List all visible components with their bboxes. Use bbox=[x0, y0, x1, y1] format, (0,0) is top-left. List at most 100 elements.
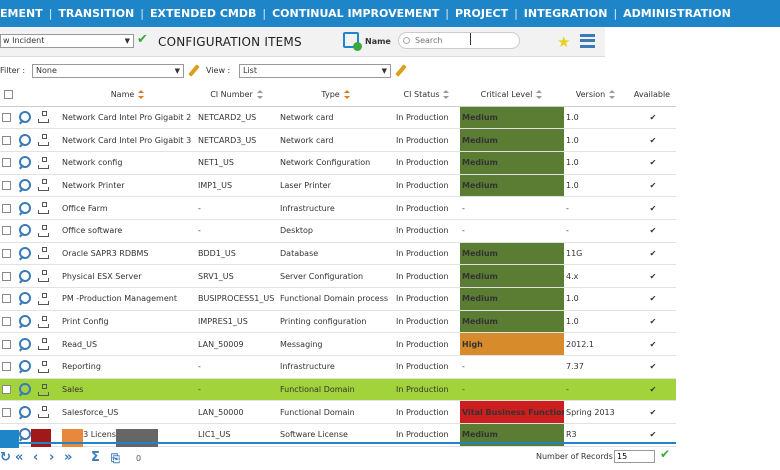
tree-cell[interactable] bbox=[36, 128, 60, 152]
select-all-header[interactable] bbox=[0, 84, 16, 107]
sort-icon[interactable] bbox=[343, 90, 351, 100]
row-checkbox[interactable] bbox=[2, 135, 11, 145]
row-checkbox[interactable] bbox=[2, 180, 11, 190]
row-checkbox-cell[interactable] bbox=[0, 174, 16, 198]
sort-icon[interactable] bbox=[443, 90, 450, 100]
add-ci-icon[interactable] bbox=[343, 32, 362, 51]
column-header-name[interactable]: Name bbox=[60, 84, 196, 107]
tree-cell[interactable] bbox=[36, 151, 60, 175]
star-icon[interactable]: ★ bbox=[557, 33, 571, 51]
edit-filter-pencil-icon[interactable] bbox=[188, 64, 200, 77]
hierarchy-icon[interactable] bbox=[38, 338, 49, 351]
view-cell[interactable] bbox=[16, 310, 36, 334]
row-checkbox[interactable] bbox=[2, 294, 11, 304]
sort-icon[interactable] bbox=[609, 90, 616, 100]
magnifier-icon[interactable] bbox=[18, 133, 31, 147]
hierarchy-icon[interactable] bbox=[38, 202, 49, 215]
hierarchy-icon[interactable] bbox=[38, 179, 49, 192]
hierarchy-icon[interactable] bbox=[38, 111, 49, 124]
view-cell[interactable] bbox=[16, 287, 36, 311]
table-row[interactable]: Salesforce_US LAN_50000 Functional Domain I… bbox=[0, 400, 676, 425]
table-row[interactable]: Sales - Functional Domain In Production - - ✔ bbox=[0, 378, 676, 402]
sort-icon[interactable] bbox=[138, 90, 145, 100]
sort-icon[interactable] bbox=[256, 90, 264, 100]
row-checkbox[interactable] bbox=[2, 203, 11, 213]
last-page-icon[interactable]: » bbox=[64, 450, 73, 465]
row-checkbox-cell[interactable] bbox=[0, 128, 16, 152]
nav-item-extended-cmdb[interactable]: EXTENDED CMDB bbox=[150, 7, 257, 20]
row-checkbox-cell[interactable] bbox=[0, 378, 16, 402]
table-row[interactable]: Network config NET1_US Network Configurati… bbox=[0, 151, 676, 175]
row-checkbox-cell[interactable] bbox=[0, 310, 16, 334]
hierarchy-icon[interactable] bbox=[38, 360, 49, 373]
first-page-icon[interactable]: « bbox=[15, 450, 24, 465]
hierarchy-icon[interactable] bbox=[38, 406, 49, 419]
records-input[interactable] bbox=[614, 450, 655, 463]
table-row[interactable]: SAPR3 License LIC1_US Software License In P… bbox=[0, 423, 676, 447]
row-checkbox-cell[interactable] bbox=[0, 106, 16, 130]
tree-cell[interactable] bbox=[36, 174, 60, 198]
view-cell[interactable] bbox=[16, 332, 36, 357]
hierarchy-icon[interactable] bbox=[38, 134, 49, 147]
row-checkbox-cell[interactable] bbox=[0, 400, 16, 425]
tree-cell[interactable] bbox=[36, 287, 60, 311]
column-header-ci-status[interactable]: CI Status bbox=[394, 84, 460, 107]
magnifier-icon[interactable] bbox=[18, 360, 31, 373]
view-cell[interactable] bbox=[16, 242, 36, 266]
view-cell[interactable] bbox=[16, 128, 36, 152]
view-cell[interactable] bbox=[16, 106, 36, 130]
nav-item-integration[interactable]: INTEGRATION bbox=[523, 7, 608, 20]
table-row[interactable]: Reporting - Infrastructure In Production -7.… bbox=[0, 355, 676, 379]
row-checkbox-cell[interactable] bbox=[0, 151, 16, 175]
view-cell[interactable] bbox=[16, 378, 36, 402]
row-checkbox-cell[interactable] bbox=[0, 332, 16, 357]
column-header-critical-level[interactable]: Critical Level bbox=[460, 84, 564, 107]
view-cell[interactable] bbox=[16, 196, 36, 220]
column-header-version[interactable]: Version bbox=[564, 84, 628, 107]
magnifier-icon[interactable] bbox=[18, 201, 31, 215]
row-checkbox-cell[interactable] bbox=[0, 287, 16, 311]
column-header-ci-number[interactable]: CI Number bbox=[196, 84, 278, 107]
row-checkbox-cell[interactable] bbox=[0, 219, 16, 243]
tree-cell[interactable] bbox=[36, 264, 60, 288]
magnifier-icon[interactable] bbox=[18, 405, 31, 419]
table-row[interactable]: Office Farm - Infrastructure In Production -… bbox=[0, 196, 676, 220]
nav-item-transition[interactable]: TRANSITION bbox=[58, 7, 135, 20]
row-checkbox[interactable] bbox=[2, 362, 11, 372]
hierarchy-icon[interactable] bbox=[38, 315, 49, 328]
table-row[interactable]: Network Printer IMP1_US Laser Printer In Pr… bbox=[0, 174, 676, 198]
magnifier-icon[interactable] bbox=[18, 156, 31, 169]
row-checkbox-cell[interactable] bbox=[0, 264, 16, 288]
search-input[interactable] bbox=[398, 32, 520, 49]
select-all-checkbox[interactable] bbox=[3, 90, 13, 100]
nav-item-administration[interactable]: ADMINISTRATION bbox=[623, 7, 731, 20]
tree-cell[interactable] bbox=[36, 106, 60, 130]
row-checkbox[interactable] bbox=[2, 385, 11, 395]
magnifier-icon[interactable] bbox=[18, 269, 31, 283]
filter-select[interactable]: None ▼ bbox=[32, 64, 184, 78]
magnifier-icon[interactable] bbox=[18, 428, 31, 441]
row-checkbox-cell[interactable] bbox=[0, 196, 16, 220]
magnifier-icon[interactable] bbox=[18, 224, 31, 237]
incident-select[interactable]: w Incident ▼ bbox=[0, 34, 134, 48]
row-checkbox[interactable] bbox=[2, 112, 11, 122]
row-checkbox[interactable] bbox=[2, 271, 11, 281]
tree-cell[interactable] bbox=[36, 242, 60, 266]
edit-view-pencil-icon[interactable] bbox=[395, 64, 407, 77]
row-checkbox-cell[interactable] bbox=[0, 242, 16, 266]
view-cell[interactable] bbox=[16, 264, 36, 288]
row-checkbox[interactable] bbox=[2, 407, 11, 417]
view-cell[interactable] bbox=[16, 400, 36, 425]
nav-item-project[interactable]: PROJECT bbox=[455, 7, 509, 20]
column-header-type[interactable]: Type bbox=[278, 84, 394, 107]
row-checkbox[interactable] bbox=[2, 317, 11, 327]
sort-icon[interactable] bbox=[536, 90, 543, 100]
magnifier-icon[interactable] bbox=[18, 292, 31, 305]
table-row[interactable]: Print Config IMPRES1_US Printing configura… bbox=[0, 310, 676, 334]
list-menu-icon[interactable] bbox=[580, 34, 595, 48]
tree-cell[interactable] bbox=[36, 355, 60, 379]
check-icon[interactable]: ✔ bbox=[137, 32, 148, 47]
hierarchy-icon[interactable] bbox=[38, 292, 49, 305]
table-row[interactable]: Office software - Desktop In Production - - ✔ bbox=[0, 219, 676, 243]
table-row[interactable]: Network Card Intel Pro Gigabit 2 NETCARD2… bbox=[0, 106, 676, 130]
